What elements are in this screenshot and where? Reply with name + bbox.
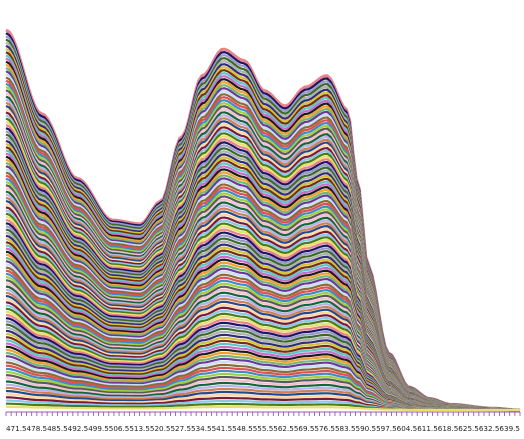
x-tick-label: 541.5 bbox=[212, 424, 233, 433]
x-tick-label: 604.5 bbox=[397, 424, 418, 433]
series-layer bbox=[5, 28, 521, 412]
x-tick-label: 583.5 bbox=[335, 424, 356, 433]
x-tick-label: 555.5 bbox=[253, 424, 274, 433]
x-axis: 471.5 478.5 485.5 492.5 499.5 506.5 513.5 520.5… bbox=[5, 411, 521, 433]
x-tick-label: 639.5 bbox=[499, 424, 520, 433]
x-tick-label: 548.5 bbox=[232, 424, 253, 433]
x-tick-label: 534.5 bbox=[191, 424, 212, 433]
x-tick-label: 478.5 bbox=[27, 424, 48, 433]
x-tick-label: 597.5 bbox=[376, 424, 397, 433]
x-tick-label: 471.5 bbox=[6, 424, 27, 433]
x-tick-label: 485.5 bbox=[47, 424, 68, 433]
x-tick-label: 576.5 bbox=[314, 424, 335, 433]
x-tick-label: 632.5 bbox=[479, 424, 500, 433]
x-tick-label: 499.5 bbox=[88, 424, 109, 433]
x-tick-label: 520.5 bbox=[150, 424, 171, 433]
x-tick-label: 618.5 bbox=[438, 424, 459, 433]
x-tick-label: 562.5 bbox=[273, 424, 294, 433]
x-tick-label: 527.5 bbox=[170, 424, 191, 433]
x-tick-label: 611.5 bbox=[417, 424, 438, 433]
x-tick-label: 513.5 bbox=[129, 424, 150, 433]
x-tick-label: 625.5 bbox=[458, 424, 479, 433]
series-line-1 bbox=[5, 405, 520, 412]
x-tick-label: 492.5 bbox=[68, 424, 89, 433]
x-tick-label: 590.5 bbox=[356, 424, 377, 433]
x-tick-label: 506.5 bbox=[109, 424, 130, 433]
x-tick-label: 569.5 bbox=[294, 424, 315, 433]
